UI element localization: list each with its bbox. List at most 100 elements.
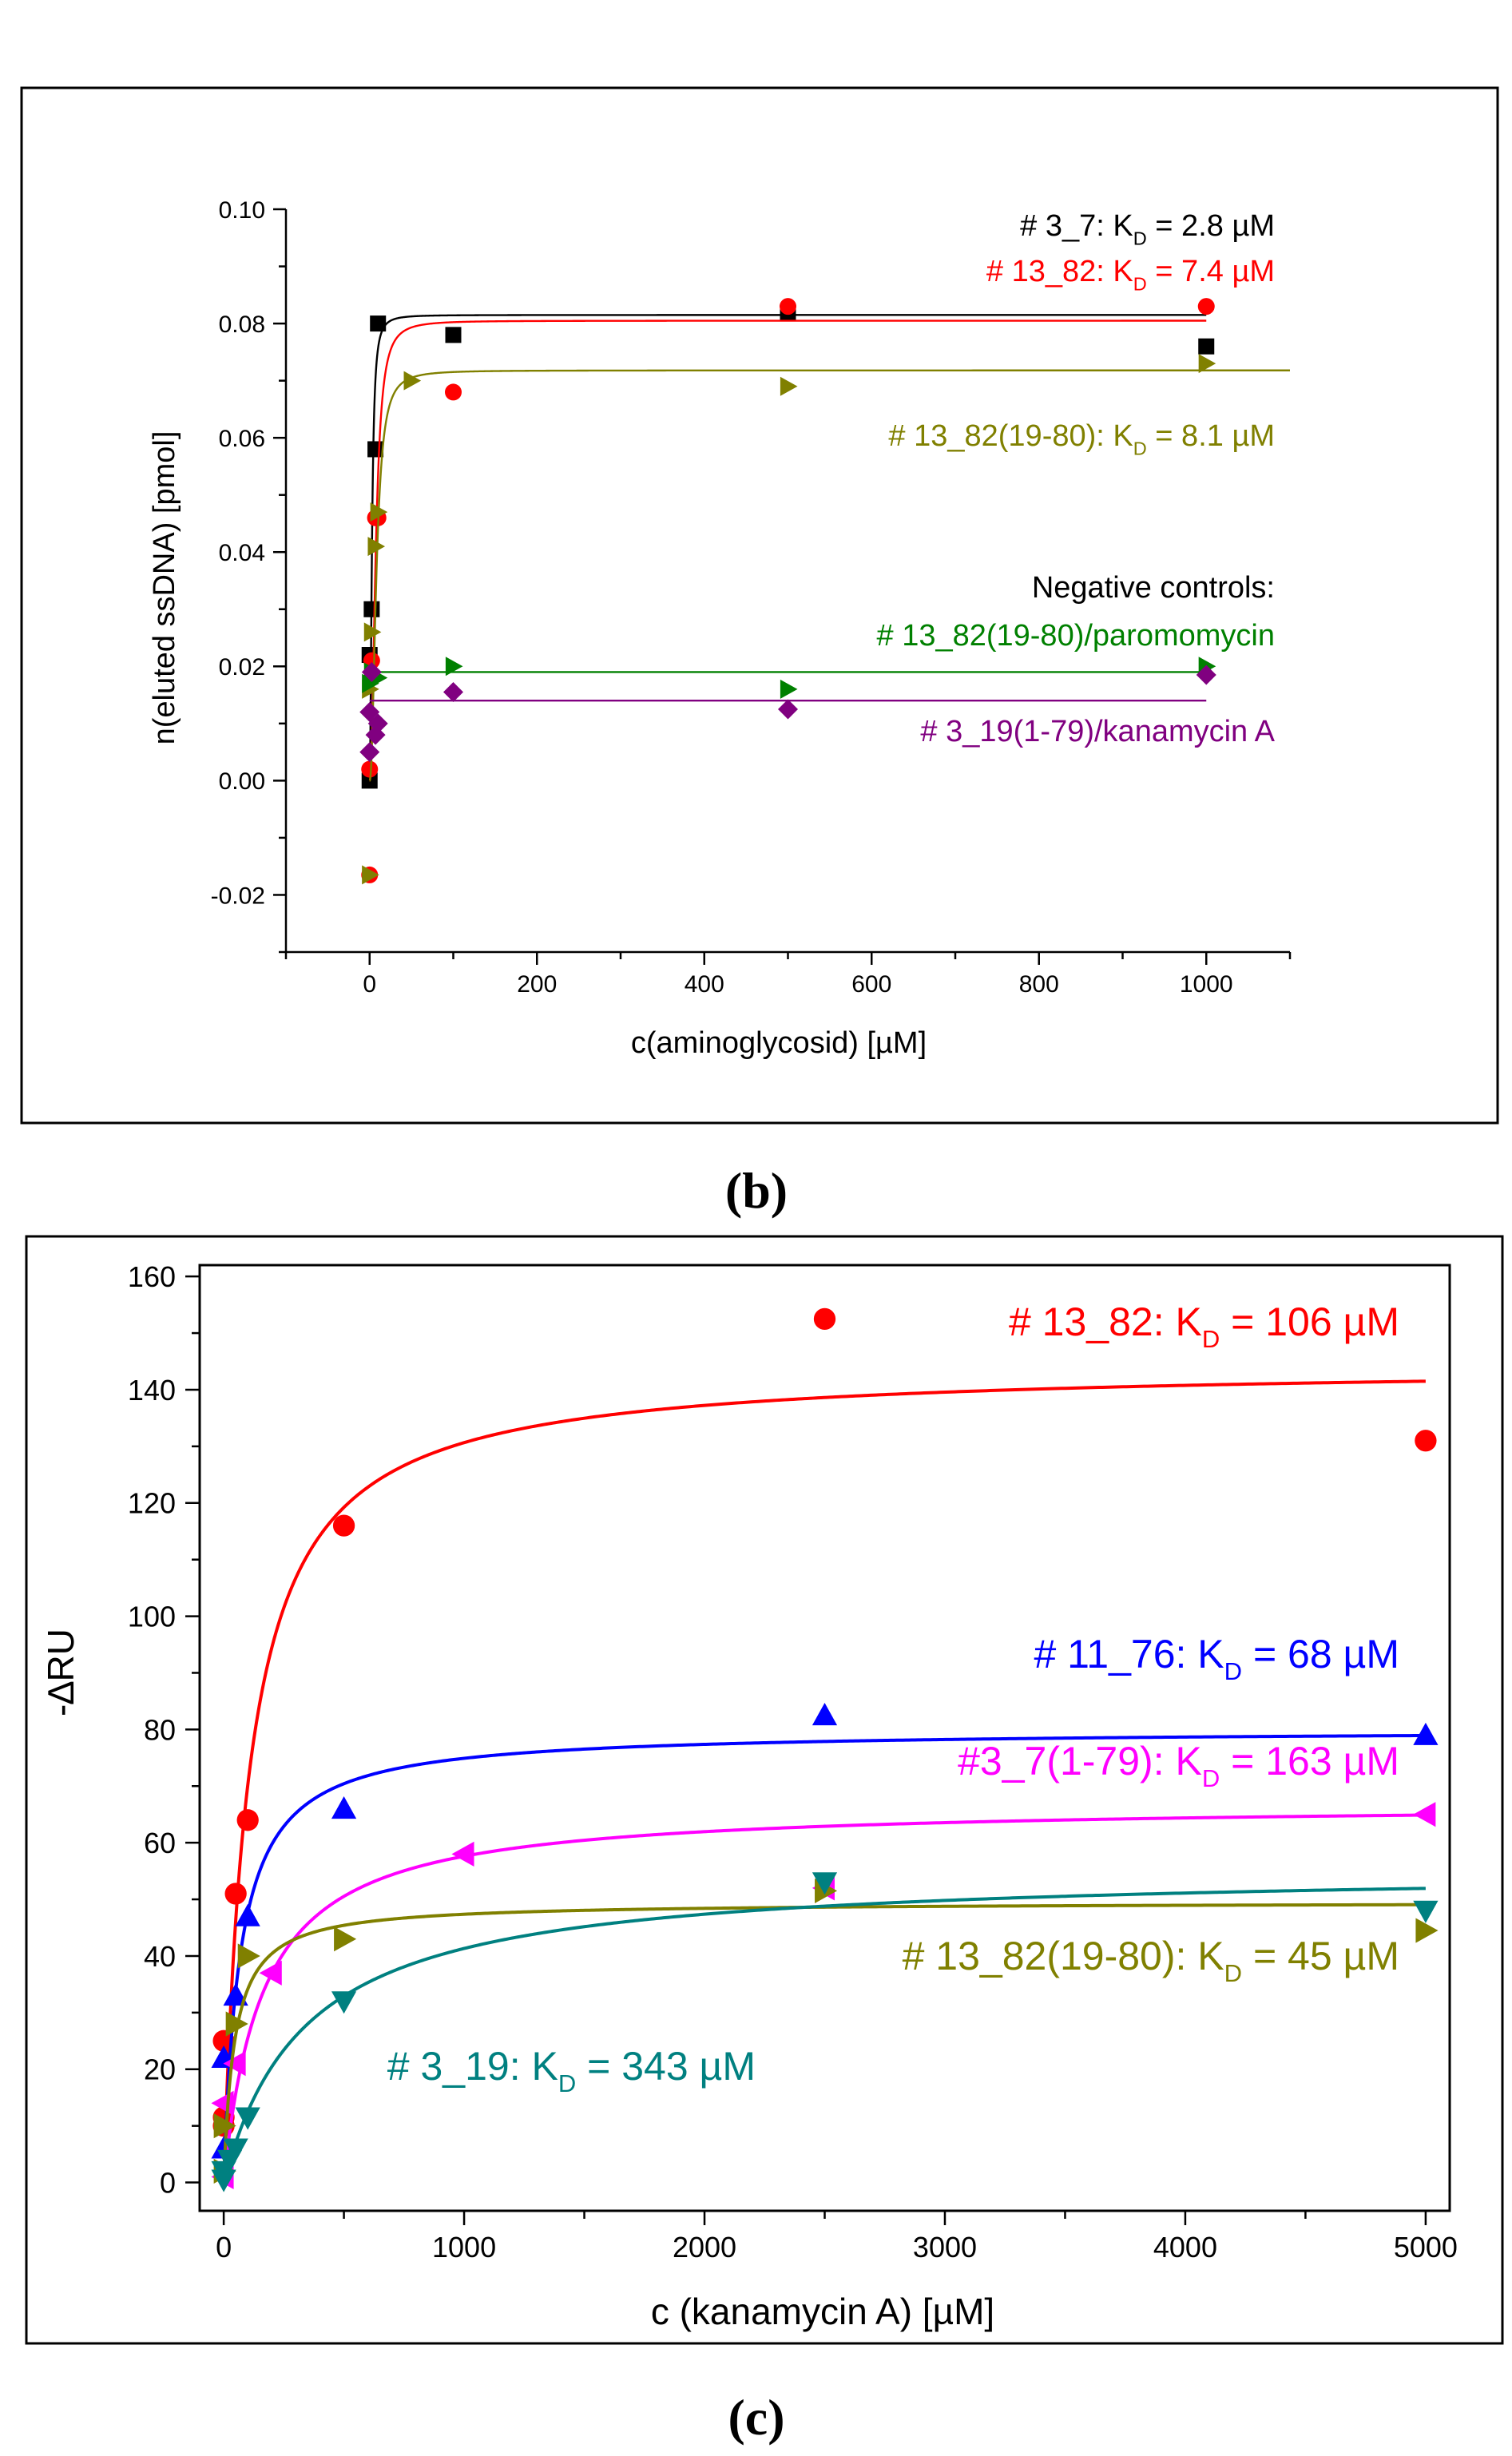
panel-b-y-tick-label: 0.10 [219, 197, 265, 224]
panel-c-frame [25, 1235, 1504, 2345]
panel-c-y-tick-label: 160 [128, 1260, 176, 1293]
panel-c-axes: 0 1000 2000 3000 4000 5000 0 20 40 60 80 100 120 140 1… [128, 1260, 1458, 2264]
panel-c-data-point [223, 2138, 248, 2161]
panel-c-x-tick-label: 1000 [432, 2231, 496, 2264]
panel-b-data-point [1198, 338, 1215, 355]
panel-c-y-tick-label: 60 [144, 1827, 176, 1859]
panel-c-y-tick-label: 140 [128, 1374, 176, 1407]
panel-b-data-point [445, 657, 463, 676]
panel-c-data-point [224, 1883, 247, 1905]
panel-b-x-tick-label: 600 [851, 971, 891, 998]
panel-c-series-5 [211, 1872, 1439, 2192]
panel-b-data-point [363, 601, 380, 617]
panel-c-data-point [213, 2113, 236, 2139]
panel-c-data-point [223, 1982, 248, 2006]
panel-c-data-point [1413, 1722, 1439, 1745]
panel-b-fit-curve [368, 314, 1207, 782]
panel-c-fit-curve [222, 1733, 1426, 2183]
panel-b-ylabel: n(eluted ssDNA) [pmol] [148, 431, 181, 745]
panel-b-x-tick-label: 1000 [1180, 971, 1233, 998]
panel-b-y-tick-label: -0.02 [211, 883, 265, 909]
panel-b-kd-annotation: # 13_82: KD = 7.4 µM [986, 255, 1275, 294]
panel-b-data-point [1196, 665, 1216, 685]
panel-c-data-point [1415, 1918, 1439, 1943]
panel-b-x-tick-label: 200 [517, 971, 557, 998]
panel-b-neg-controls-label: Negative controls: [1032, 571, 1275, 605]
panel-c-kd-annotation: #3_7(1-79): KD = 163 µM [958, 1739, 1399, 1792]
panel-c-xlabel: c (kanamycin A) [µM] [651, 2291, 994, 2332]
panel-c-data-point [812, 1872, 838, 1895]
panel-c-fit-curve [222, 1813, 1426, 2183]
panel-c-x-tick-label: 5000 [1394, 2231, 1458, 2264]
panel-c-x-tick-label: 4000 [1153, 2231, 1217, 2264]
panel-b-data-point [361, 760, 379, 778]
panel-b-kanamycin-label: # 3_19(1-79)/kanamycin A [920, 715, 1275, 748]
panel-c-data-point [334, 1926, 357, 1952]
panel-b: n(eluted ssDNA) [pmol] c(aminoglycosid) … [20, 86, 1499, 1125]
panel-c-y-tick-label: 80 [144, 1713, 176, 1746]
panel-b-data-point [362, 865, 379, 885]
panel-b-y-tick-label: 0.04 [219, 540, 265, 566]
panel-b-data-point [367, 537, 386, 557]
panel-b-y-tick-label: 0.02 [219, 654, 265, 680]
panel-b-data-point [1198, 354, 1216, 374]
panel-b-axes: 0 200 400 600 800 1000 -0.02 0.00 0.02 0.04 0.06 0.… [211, 197, 1292, 998]
panel-b-data-point [363, 622, 382, 642]
panel-b-data-point [780, 298, 796, 315]
panel-b-y-tick-label: 0.06 [219, 426, 265, 452]
panel-b-data-point [780, 376, 798, 396]
panel-c-y-tick-label: 100 [128, 1601, 176, 1633]
panel-b-kd-annotation: # 13_82(19-80): KD = 8.1 µM [888, 419, 1275, 458]
panel-c-data-point [223, 2051, 246, 2077]
panel-c-data-point [1413, 1900, 1439, 1923]
panel-b-data-point [780, 679, 798, 699]
panel-b-data-point [443, 682, 463, 702]
panel-c-label: (c) [728, 2389, 784, 2446]
panel-c-x-tick-label: 2000 [673, 2231, 736, 2264]
panel-c-series-3 [211, 1802, 1436, 2190]
panel-b-x-tick-label: 800 [1019, 971, 1059, 998]
panel-b-data-point [370, 502, 388, 522]
panel-c-y-tick-label: 40 [144, 1940, 176, 1973]
panel-c-data-point [813, 1307, 836, 1331]
panel-b-data-point [445, 383, 462, 401]
panel-b-data-point [445, 327, 462, 343]
panel-c-data-point [1415, 1430, 1437, 1452]
panel-b-data-point [367, 441, 384, 458]
panel-c-kd-annotation: # 3_19: KD = 343 µM [387, 2044, 756, 2097]
panel-b-kd-annotation: # 3_7: KD = 2.8 µM [1020, 209, 1275, 248]
panel-b-label: (b) [725, 1162, 788, 1219]
panel-b-fit-curve [368, 369, 1290, 782]
panel-c-fit-curve [222, 1379, 1426, 2183]
panel-b-y-tick-label: 0.00 [219, 768, 265, 795]
panel-c-y-tick-label: 20 [144, 2053, 176, 2086]
panel-c-y-tick-label: 120 [128, 1487, 176, 1520]
panel-c-data-point [235, 1903, 260, 1926]
panel-c: -∆RU c (kanamycin A) [µM] 0 1000 2000 3000 4… [25, 1235, 1504, 2345]
panel-c-kd-annotation: # 13_82(19-80): KD = 45 µM [903, 1934, 1399, 1987]
panel-c-x-tick-label: 3000 [913, 2231, 977, 2264]
panel-c-kd-annotation: # 11_76: KD = 68 µM [1034, 1632, 1399, 1685]
panel-b-x-tick-label: 400 [685, 971, 724, 998]
panel-b-paromomycin-label: # 13_82(19-80)/paromomycin [877, 619, 1276, 653]
panel-c-kd-annotation: # 13_82: KD = 106 µM [1009, 1299, 1399, 1353]
panel-c-series-4 [213, 1878, 1439, 2184]
panel-b-data-point [778, 699, 798, 720]
panel-c-data-point [235, 2107, 260, 2130]
panel-b-x-tick-label: 0 [363, 971, 376, 998]
panel-b-y-tick-label: 0.08 [219, 311, 265, 338]
panel-b-data-point [370, 315, 387, 332]
panel-c-x-tick-label: 0 [216, 2231, 232, 2264]
panel-b-series-5 [359, 661, 1216, 763]
panel-c-fit-curve [222, 1887, 1426, 2184]
panel-c-y-tick-label: 0 [160, 2167, 176, 2200]
panel-b-xlabel: c(aminoglycosid) [µM] [631, 1026, 927, 1060]
panel-b-fit-curve [368, 319, 1207, 782]
panel-c-data-point [259, 1960, 282, 1986]
panel-c-series-1 [212, 1307, 1437, 2183]
panel-c-data-point [331, 1796, 357, 1819]
panel-c-data-point [237, 1943, 260, 1969]
panel-c-data-point [812, 1703, 838, 1726]
panel-b-series-4 [362, 657, 1216, 699]
